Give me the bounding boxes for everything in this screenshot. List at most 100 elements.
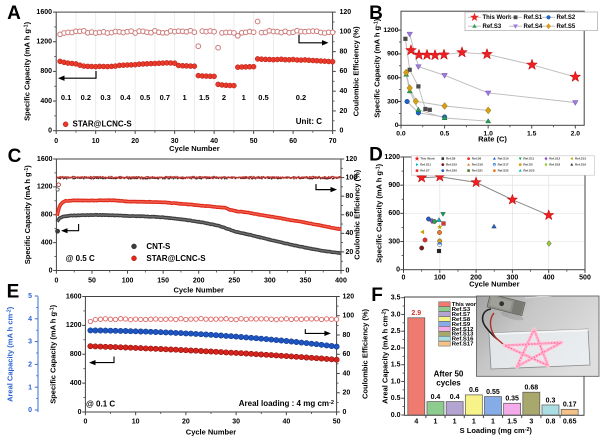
svg-text:200: 200 xyxy=(193,277,205,284)
svg-text:1.5: 1.5 xyxy=(391,362,401,369)
svg-text:10: 10 xyxy=(132,418,140,425)
svg-text:1.5: 1.5 xyxy=(507,418,517,425)
svg-text:Ref.S3: Ref.S3 xyxy=(452,307,471,313)
svg-text:10: 10 xyxy=(92,138,100,145)
svg-text:900: 900 xyxy=(388,182,400,189)
svg-text:350: 350 xyxy=(300,277,312,284)
svg-text:600: 600 xyxy=(387,74,399,81)
svg-text:2.5: 2.5 xyxy=(391,328,401,335)
svg-text:Unit: C: Unit: C xyxy=(296,117,322,126)
svg-text:80: 80 xyxy=(340,48,348,55)
svg-text:50: 50 xyxy=(88,277,96,284)
svg-text:Ref.S5: Ref.S5 xyxy=(557,24,576,30)
svg-text:S Loading (mg cm-2): S Loading (mg cm-2) xyxy=(460,426,533,435)
svg-text:40: 40 xyxy=(346,230,354,237)
svg-text:400: 400 xyxy=(335,277,347,284)
svg-text:0.3: 0.3 xyxy=(100,93,110,102)
svg-text:60: 60 xyxy=(346,212,354,219)
svg-text:Ref.S23: Ref.S23 xyxy=(523,169,534,173)
svg-text:STAR@LCNC-S: STAR@LCNC-S xyxy=(73,120,133,129)
svg-text:40: 40 xyxy=(340,88,348,95)
svg-text:Ref.S6: Ref.S6 xyxy=(472,157,482,161)
svg-text:Cycle Number: Cycle Number xyxy=(186,427,237,436)
svg-text:Specific Capacity (mA h g-1): Specific Capacity (mA h g-1) xyxy=(23,165,32,264)
svg-text:Coulombic Efficiency (%): Coulombic Efficiency (%) xyxy=(351,26,360,117)
svg-text:1.5: 1.5 xyxy=(199,93,209,102)
svg-text:This Work: This Work xyxy=(420,157,435,161)
svg-text:Ref.S13: Ref.S13 xyxy=(575,157,586,161)
svg-text:400: 400 xyxy=(41,239,53,246)
svg-text:1200: 1200 xyxy=(384,154,400,161)
svg-text:50: 50 xyxy=(333,418,341,425)
svg-text:80: 80 xyxy=(346,193,354,200)
svg-text:0.3: 0.3 xyxy=(546,397,556,404)
svg-text:400: 400 xyxy=(543,274,555,281)
svg-text:2.9: 2.9 xyxy=(411,310,421,317)
svg-text:Ref.S12: Ref.S12 xyxy=(549,157,560,161)
svg-text:Ref.S11: Ref.S11 xyxy=(523,157,534,161)
svg-text:120: 120 xyxy=(340,9,352,16)
svg-text:Ref.S16: Ref.S16 xyxy=(452,337,474,343)
svg-text:300: 300 xyxy=(507,274,519,281)
svg-text:80: 80 xyxy=(343,332,351,339)
svg-text:400: 400 xyxy=(40,98,52,105)
svg-text:40: 40 xyxy=(282,418,290,425)
svg-text:300: 300 xyxy=(264,277,276,284)
svg-text:0.4: 0.4 xyxy=(431,394,441,401)
svg-text:3.0: 3.0 xyxy=(391,311,401,318)
svg-text:0.35: 0.35 xyxy=(505,396,519,403)
svg-text:Ref.S4: Ref.S4 xyxy=(524,24,543,30)
svg-text:After 50: After 50 xyxy=(434,370,464,379)
svg-text:20: 20 xyxy=(182,418,190,425)
svg-text:Ref.S18: Ref.S18 xyxy=(549,163,560,167)
svg-text:5: 5 xyxy=(28,293,32,300)
svg-text:2: 2 xyxy=(222,93,226,102)
svg-text:600: 600 xyxy=(388,210,400,217)
svg-text:120: 120 xyxy=(343,293,355,300)
svg-text:0: 0 xyxy=(49,267,53,274)
svg-text:0.2: 0.2 xyxy=(81,93,91,102)
svg-text:0.65: 0.65 xyxy=(563,418,577,425)
svg-text:Ref.S19: Ref.S19 xyxy=(575,163,586,167)
svg-text:1: 1 xyxy=(453,418,457,425)
svg-text:Cycle Number: Cycle Number xyxy=(173,285,224,294)
svg-text:0.5: 0.5 xyxy=(440,131,450,138)
svg-text:0.2: 0.2 xyxy=(296,93,306,102)
svg-text:0.0: 0.0 xyxy=(391,412,401,419)
svg-text:Areal Capacity (mA h cm-2): Areal Capacity (mA h cm-2) xyxy=(5,306,14,402)
svg-text:0.4: 0.4 xyxy=(450,394,460,401)
svg-text:Areal Capacity (mA h cm-2): Areal Capacity (mA h cm-2) xyxy=(380,308,389,404)
svg-text:800: 800 xyxy=(70,351,82,358)
svg-text:This work: This work xyxy=(452,302,480,308)
svg-text:250: 250 xyxy=(228,277,240,284)
svg-text:100: 100 xyxy=(346,174,358,181)
svg-text:A: A xyxy=(7,3,21,24)
svg-text:Ref.S13: Ref.S13 xyxy=(452,332,474,338)
svg-text:60: 60 xyxy=(340,68,348,75)
svg-text:@ 0.5 C: @ 0.5 C xyxy=(66,254,95,263)
svg-text:0: 0 xyxy=(340,128,344,135)
svg-text:C: C xyxy=(8,146,22,167)
svg-text:3.5: 3.5 xyxy=(391,295,401,302)
svg-text:@ 0.1 C: @ 0.1 C xyxy=(86,399,115,408)
svg-text:0: 0 xyxy=(54,277,58,284)
svg-text:F: F xyxy=(371,285,383,306)
svg-text:Ref.S21: Ref.S21 xyxy=(472,169,483,173)
svg-text:0.7: 0.7 xyxy=(160,93,170,102)
svg-text:Specific Capacity (mA h g-1): Specific Capacity (mA h g-1) xyxy=(22,21,31,120)
svg-text:60: 60 xyxy=(343,351,351,358)
svg-text:D: D xyxy=(369,145,383,166)
svg-text:40: 40 xyxy=(343,370,351,377)
svg-text:1: 1 xyxy=(491,418,495,425)
svg-text:1: 1 xyxy=(242,93,246,102)
svg-text:Ref.S12: Ref.S12 xyxy=(452,327,474,333)
svg-text:1: 1 xyxy=(434,418,438,425)
svg-text:60: 60 xyxy=(289,138,297,145)
svg-text:20: 20 xyxy=(340,108,348,115)
svg-text:200: 200 xyxy=(470,274,482,281)
svg-text:0.17: 0.17 xyxy=(563,402,577,409)
svg-text:0.5: 0.5 xyxy=(258,93,268,102)
svg-text:800: 800 xyxy=(41,212,53,219)
svg-text:900: 900 xyxy=(387,51,399,58)
svg-text:0.4: 0.4 xyxy=(120,93,131,102)
